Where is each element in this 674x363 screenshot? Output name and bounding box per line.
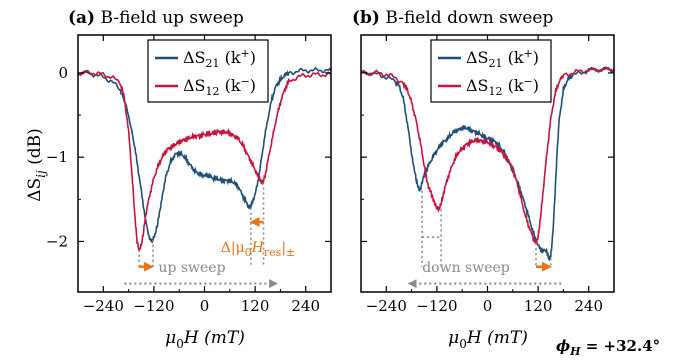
- x-tick-label-a: 240: [291, 297, 320, 315]
- phi-label: ϕH = +32.4°: [556, 337, 660, 358]
- series-line-a-s21: [77, 66, 332, 244]
- x-tick-label-a: −120: [133, 297, 174, 315]
- x-tick-label-a: 120: [241, 297, 270, 315]
- x-tick-label-a: 0: [200, 297, 210, 315]
- legend-a-s21-label: ΔS21 (k+): [183, 47, 256, 70]
- series-line-a-s12: [77, 69, 332, 252]
- legend-b-s21-label: ΔS21 (k+): [466, 47, 539, 70]
- x-tick-label-a: −240: [83, 297, 124, 315]
- panel-b-title: (b) B-field down sweep: [352, 8, 553, 28]
- y-axis-label: ΔSij (dB): [25, 128, 48, 202]
- series-line-b-s12: [360, 66, 615, 245]
- series-line-b-s21: [360, 66, 615, 262]
- x-tick-label-b: 120: [524, 297, 553, 315]
- x-axis-label-b: μ0H (mT): [448, 328, 528, 351]
- up-sweep-label: up sweep: [158, 260, 225, 276]
- panel-a-title-text: B-field up sweep: [101, 8, 244, 28]
- y-tick-label: −2: [46, 232, 68, 250]
- x-axis-label-a: μ0H (mT): [165, 328, 245, 351]
- legend-b: ΔS21 (k+) ΔS12 (k−): [430, 39, 552, 103]
- panel-b: −240 −120 0 120 240: [360, 34, 615, 315]
- y-tick-label: 0: [58, 64, 68, 82]
- legend-a-s12-label: ΔS12 (k−): [183, 75, 256, 98]
- legend-b-frame: [430, 39, 552, 103]
- panel-a-label: (a): [68, 8, 95, 28]
- delta-resonance-label: Δ|μ0Hres|±: [221, 240, 296, 259]
- y-tick-label: −1: [46, 148, 68, 166]
- panel-b-title-text: B-field down sweep: [385, 8, 553, 28]
- x-tick-label-b: 240: [574, 297, 603, 315]
- legend-a: ΔS21 (k+) ΔS12 (k−): [147, 39, 269, 103]
- panel-a: −240 −120 0 120 240 0 −1 −2: [46, 34, 332, 315]
- panel-b-label: (b): [352, 8, 380, 28]
- x-tick-label-b: −120: [416, 297, 457, 315]
- panel-a-title: (a) B-field up sweep: [68, 8, 244, 28]
- legend-a-frame: [147, 39, 269, 103]
- x-tick-label-b: −240: [366, 297, 407, 315]
- x-tick-label-b: 0: [483, 297, 493, 315]
- legend-b-s12-label: ΔS12 (k−): [466, 75, 539, 98]
- down-sweep-label: down sweep: [422, 260, 510, 276]
